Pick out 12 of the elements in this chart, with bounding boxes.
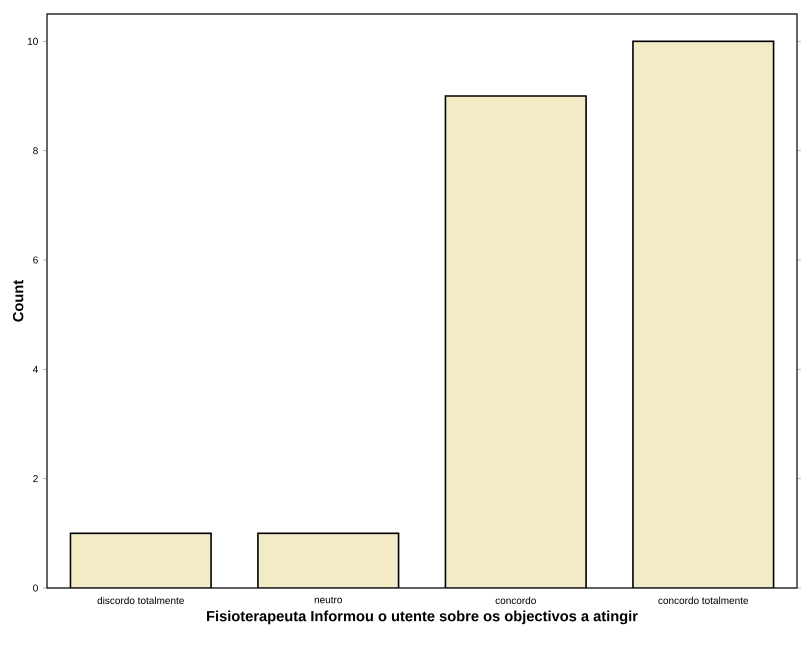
x-tick-label: concordo — [496, 596, 536, 604]
y-tick-label: 2 — [33, 475, 38, 482]
y-axis-title: Count — [12, 280, 24, 322]
y-tick-label: 10 — [28, 38, 38, 45]
x-tick-label: concordo totalmente — [658, 596, 748, 604]
y-tick-label: 6 — [33, 256, 38, 264]
x-axis-title: Fisioterapeuta Informou o utente sobre os objectivos a atingir — [207, 610, 638, 624]
y-tick-label: 0 — [33, 584, 38, 592]
y-tick-label: 4 — [32, 366, 38, 373]
x-tick-label: neutro — [314, 596, 342, 604]
x-tick-label: discordo totalmente — [98, 596, 184, 604]
y-tick-label: 8 — [33, 147, 38, 154]
